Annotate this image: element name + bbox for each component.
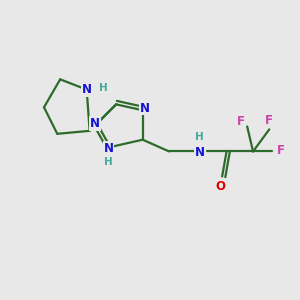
Text: N: N bbox=[140, 102, 150, 115]
Text: N: N bbox=[82, 83, 92, 96]
Text: N: N bbox=[104, 142, 114, 155]
Text: N: N bbox=[90, 117, 100, 130]
Text: F: F bbox=[265, 114, 273, 127]
Text: H: H bbox=[98, 83, 107, 93]
Text: H: H bbox=[104, 158, 113, 167]
Text: N: N bbox=[195, 146, 205, 159]
Text: F: F bbox=[276, 144, 284, 158]
Text: F: F bbox=[237, 115, 245, 128]
Text: H: H bbox=[195, 132, 204, 142]
Text: O: O bbox=[216, 180, 226, 193]
